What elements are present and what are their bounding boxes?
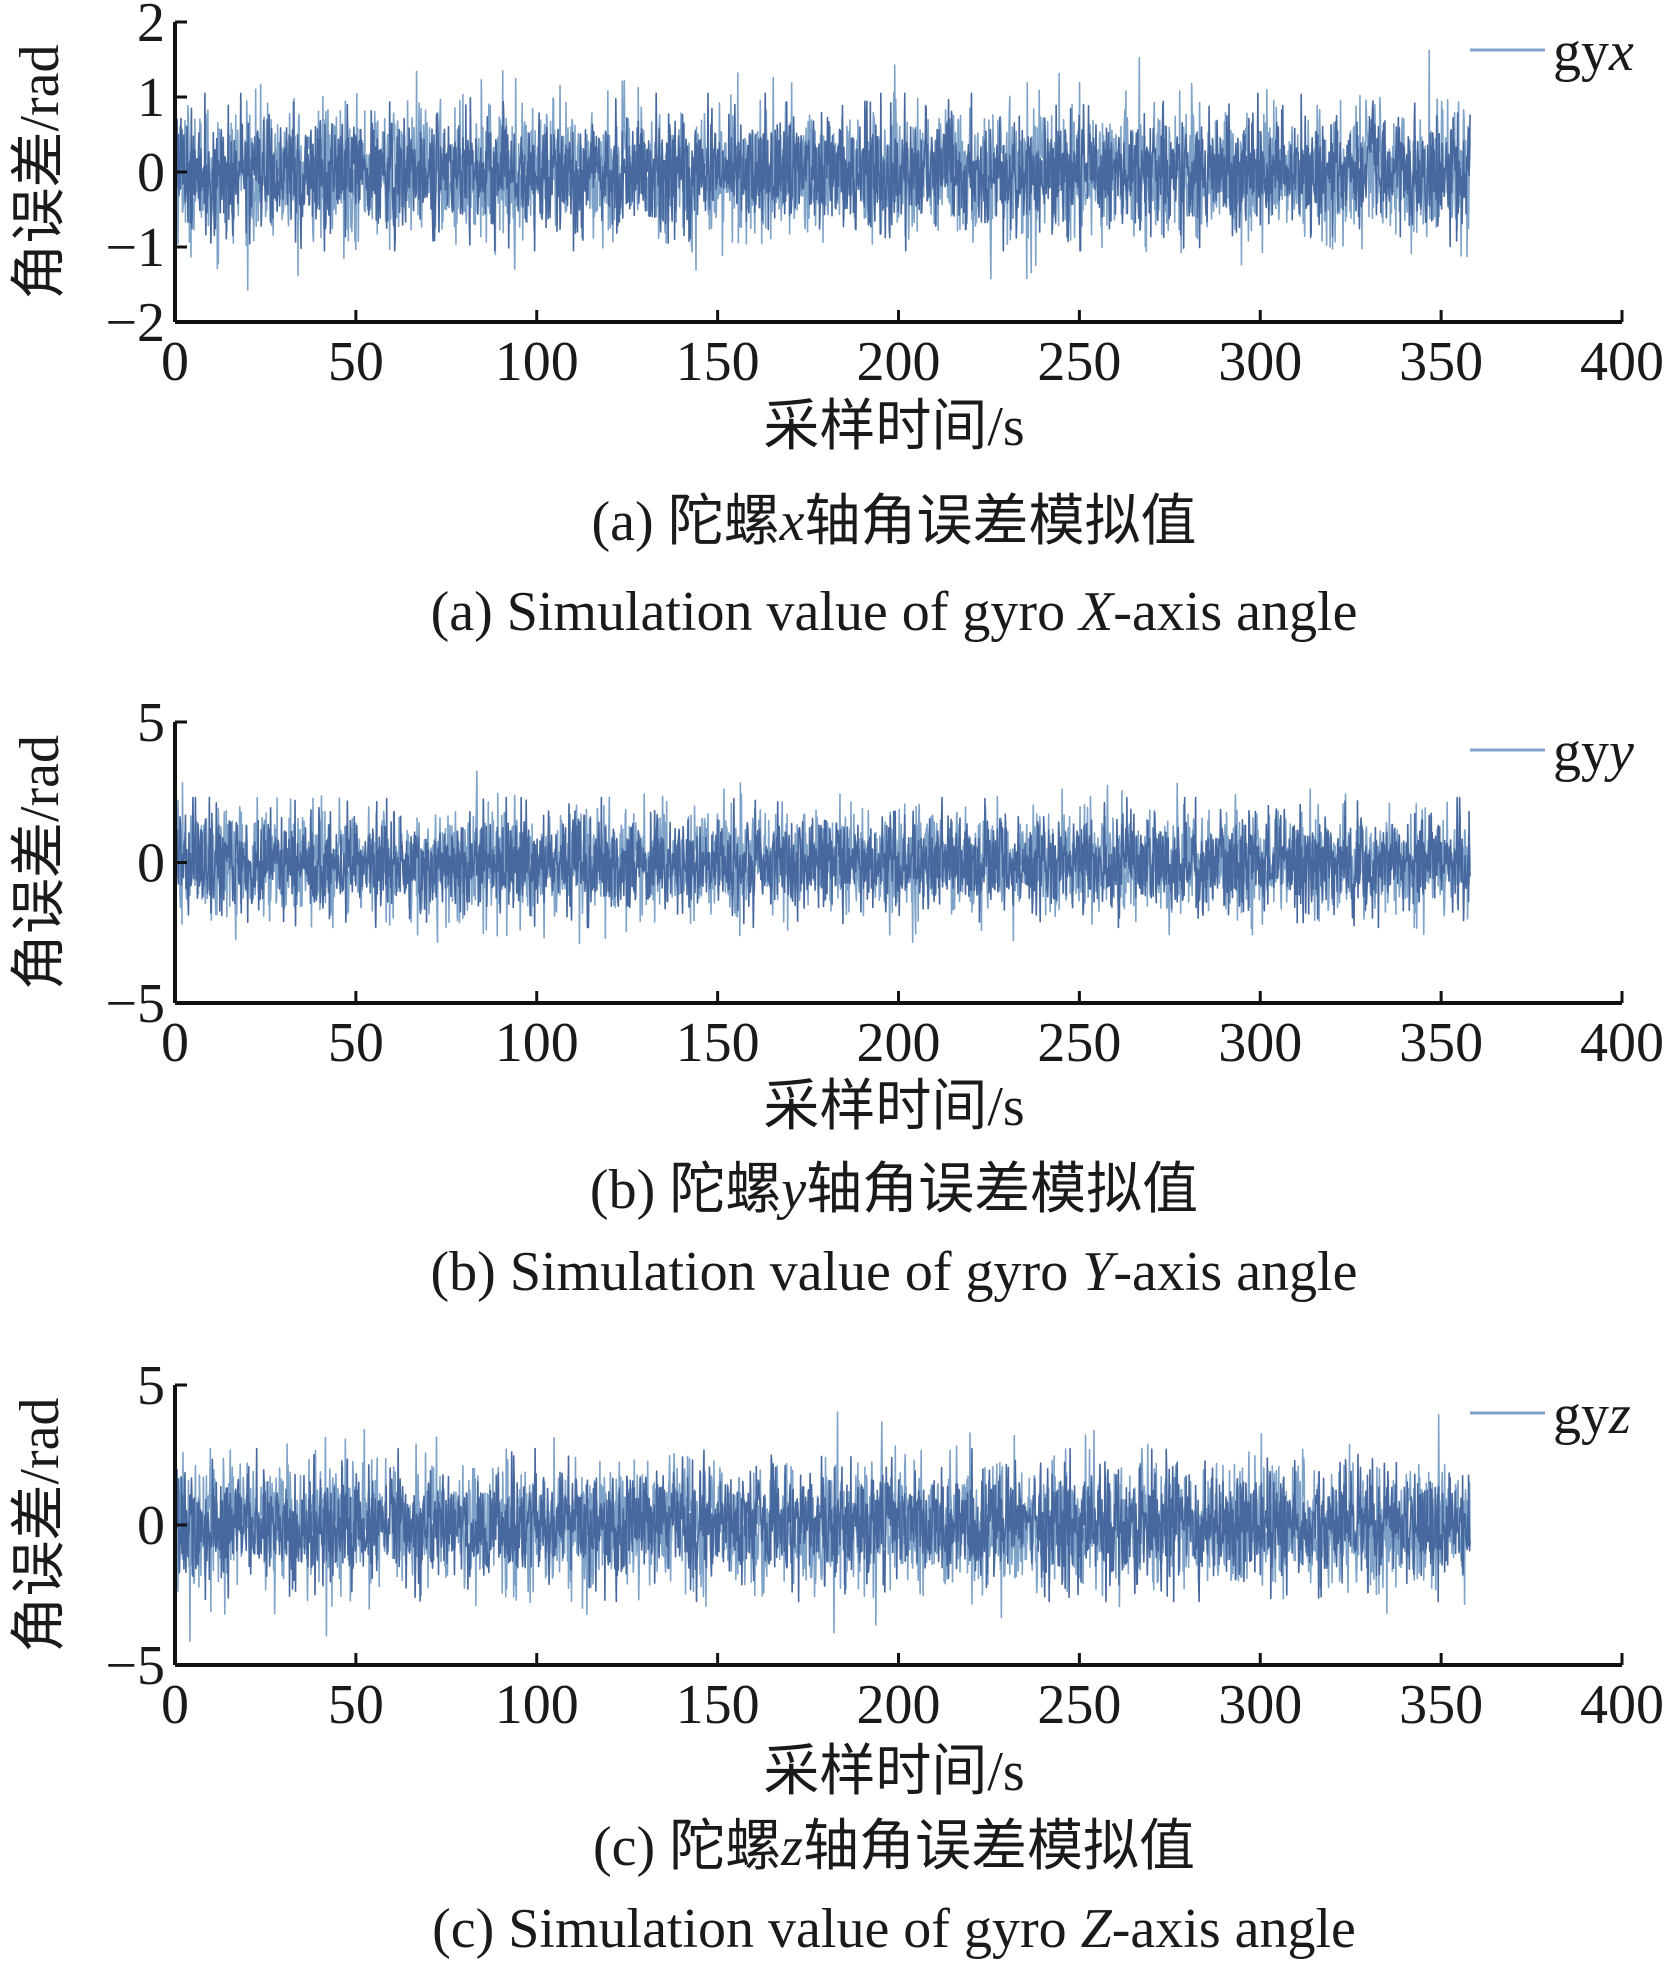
caption-cn-prefix: (b) 陀螺 [590, 1159, 781, 1221]
x-tick-label: 250 [1037, 1674, 1121, 1736]
x-axis-title: 采样时间/s [763, 1076, 1024, 1138]
caption-cn: (c) 陀螺z轴角误差模拟值 [593, 1816, 1195, 1878]
legend-label-base: gy [1553, 21, 1609, 83]
caption-en-suffix: -axis angle [1113, 1241, 1357, 1303]
x-tick-label: 50 [328, 1674, 384, 1736]
series-gyx-core [175, 92, 1471, 252]
x-tick-label: 400 [1580, 331, 1664, 393]
x-tick-label: 0 [161, 331, 189, 393]
x-tick-label: 200 [857, 1674, 941, 1736]
x-axis-title: 采样时间/s [763, 396, 1024, 458]
caption-en-suffix: -axis angle [1112, 1898, 1356, 1960]
caption-cn-var: y [776, 1159, 806, 1221]
caption-en-prefix: (b) Simulation value of gyro [431, 1241, 1083, 1303]
legend-label: gyy [1553, 721, 1634, 783]
x-tick-label: 300 [1218, 331, 1302, 393]
x-tick-label: 250 [1037, 331, 1121, 393]
y-axis-title: 角误差/rad [9, 735, 71, 990]
caption-en-suffix: -axis angle [1113, 581, 1357, 643]
x-tick-label: 400 [1580, 1674, 1664, 1736]
x-tick-label: 350 [1399, 331, 1483, 393]
y-axis-title: 角误差/rad [9, 44, 71, 299]
chart-panel-b: 0 50 100 150 200 250 300 350 400−505角误差/rad采样时间/… [9, 692, 1664, 1303]
x-tick-label: 300 [1218, 1012, 1302, 1074]
y-tick-label: 0 [137, 142, 165, 204]
legend: gyx [1470, 21, 1634, 83]
y-tick-label: 1 [137, 67, 165, 129]
legend-label-base: gy [1553, 1384, 1609, 1446]
caption-cn-suffix: 轴角误差模拟值 [803, 1816, 1195, 1878]
caption-en-prefix: (a) Simulation value of gyro [431, 581, 1080, 643]
series-gyy [175, 770, 1471, 945]
caption-en-var: Y [1082, 1241, 1119, 1303]
y-tick-label: 5 [137, 1355, 165, 1417]
x-tick-label: 300 [1218, 1674, 1302, 1736]
y-tick-label: 0 [137, 833, 165, 895]
x-tick-label: 200 [857, 1012, 941, 1074]
x-tick-label: 50 [328, 1012, 384, 1074]
x-tick-label: 350 [1399, 1674, 1483, 1736]
caption-cn-prefix: (c) 陀螺 [593, 1816, 781, 1878]
x-tick-label: 150 [676, 1674, 760, 1736]
y-axis-title: 角误差/rad [9, 1397, 71, 1652]
caption-cn-prefix: (a) 陀螺 [591, 491, 779, 553]
legend-label: gyx [1553, 21, 1634, 83]
x-tick-label: 50 [328, 331, 384, 393]
caption-en: (a) Simulation value of gyro X-axis angl… [431, 581, 1358, 643]
series-gyz [175, 1411, 1471, 1642]
legend-label-axis: y [1604, 721, 1634, 783]
y-tick-label: 2 [137, 0, 165, 54]
x-tick-label: 150 [676, 1012, 760, 1074]
caption-cn: (b) 陀螺y轴角误差模拟值 [590, 1159, 1198, 1221]
caption-cn-var: z [780, 1816, 803, 1878]
caption-cn-suffix: 轴角误差模拟值 [805, 491, 1197, 553]
legend-label-base: gy [1553, 721, 1609, 783]
y-tick-label: −5 [105, 1635, 165, 1697]
caption-en-prefix: (c) Simulation value of gyro [432, 1898, 1081, 1960]
caption-en-var: Z [1081, 1898, 1113, 1960]
caption-cn-suffix: 轴角误差模拟值 [806, 1159, 1198, 1221]
y-tick-label: −2 [105, 292, 165, 354]
x-tick-label: 100 [495, 331, 579, 393]
x-tick-label: 350 [1399, 1012, 1483, 1074]
x-axis-title: 采样时间/s [763, 1741, 1024, 1803]
chart-panel-a: 0 50 100 150 200 250 300 350 400 −2 −1 0 1 2 角误差/rad 采样… [9, 0, 1664, 643]
y-tick-label: −1 [105, 217, 165, 279]
x-tick-label: 200 [857, 331, 941, 393]
x-tick-label: 250 [1037, 1012, 1121, 1074]
x-tick-label: 0 [161, 1674, 189, 1736]
x-tick-label: 400 [1580, 1012, 1664, 1074]
legend-label-axis: x [1608, 21, 1634, 83]
series-gyx [175, 49, 1471, 291]
series-gyy-core [175, 796, 1471, 929]
legend: gyz [1470, 1384, 1631, 1446]
caption-en: (b) Simulation value of gyro Y-axis angl… [431, 1241, 1358, 1303]
x-tick-label: 0 [161, 1012, 189, 1074]
legend: gyy [1470, 721, 1634, 783]
x-tick-label: 150 [676, 331, 760, 393]
legend-label: gyz [1553, 1384, 1631, 1446]
caption-cn-var: x [779, 491, 805, 553]
caption-cn: (a) 陀螺x轴角误差模拟值 [591, 491, 1196, 553]
y-tick-label: −5 [105, 973, 165, 1035]
y-tick-label: 5 [137, 692, 165, 754]
x-tick-label: 100 [495, 1674, 579, 1736]
caption-en-var: X [1077, 581, 1116, 643]
legend-label-axis: z [1608, 1384, 1631, 1446]
series-gyz-core [175, 1447, 1471, 1603]
caption-en: (c) Simulation value of gyro Z-axis angl… [432, 1898, 1356, 1960]
chart-panel-c: 0 50 100 150 200 250 300 350 400−505角误差/rad采样时间/… [9, 1355, 1664, 1960]
y-tick-label: 0 [137, 1495, 165, 1557]
x-tick-label: 100 [495, 1012, 579, 1074]
